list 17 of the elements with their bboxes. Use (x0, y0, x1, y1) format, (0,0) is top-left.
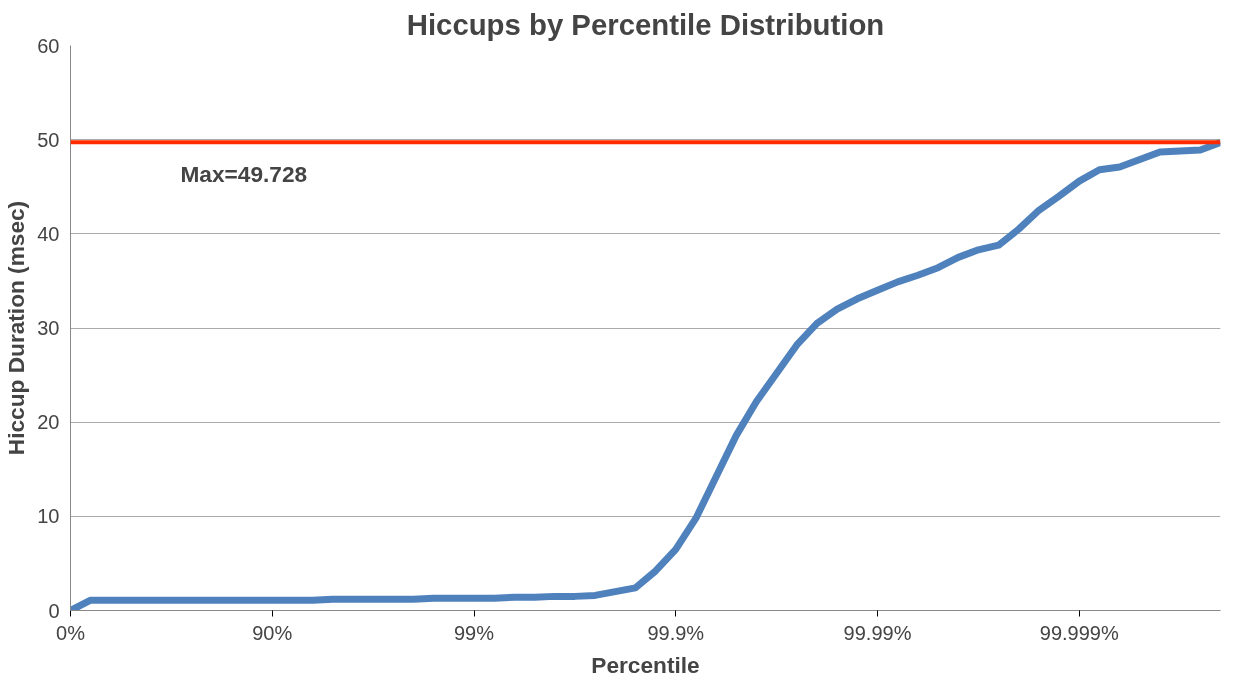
x-tick-label: 90% (252, 621, 293, 644)
x-tick-label: 99.9% (647, 621, 705, 644)
y-tick-label: 10 (37, 505, 60, 528)
y-axis-title: Hiccup Duration (msec) (3, 200, 30, 456)
x-axis-title: Percentile (591, 651, 700, 678)
y-tick-label: 20 (37, 411, 60, 434)
y-tick-label: 50 (37, 128, 60, 151)
x-tick-label: 0% (56, 621, 86, 644)
y-tick-label: 40 (37, 222, 60, 245)
x-tick-label: 99% (453, 621, 495, 644)
y-tick-label: 30 (37, 317, 60, 339)
y-tick-label: 0 (48, 599, 60, 622)
chart-title: Hiccups by Percentile Distribution (406, 7, 885, 41)
y-tick-label: 60 (37, 34, 60, 57)
ref-line-label: Max=49.728 (180, 161, 308, 188)
x-tick-label: 99.99% (843, 621, 912, 644)
x-tick-label: 99.999% (1039, 621, 1119, 644)
